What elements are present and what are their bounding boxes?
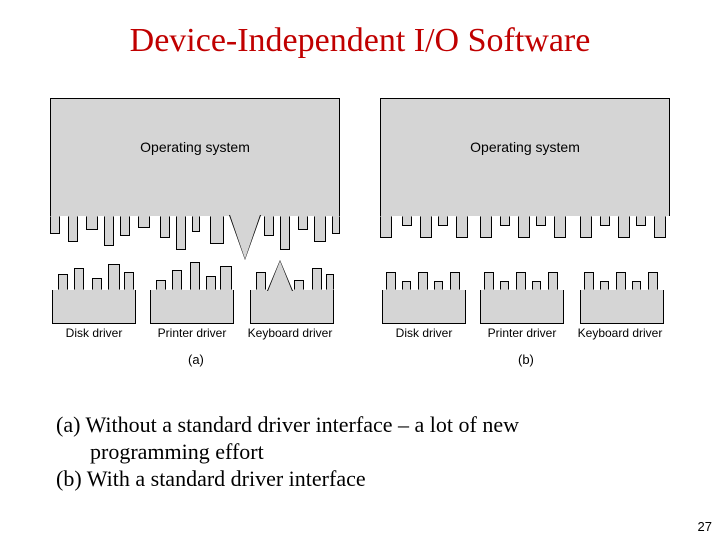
os-block-b: Operating system	[380, 98, 670, 216]
page-number: 27	[698, 519, 712, 534]
os-label-b: Operating system	[381, 139, 669, 155]
driver-label: Disk driver	[46, 326, 142, 340]
panel-tag-a: (a)	[188, 352, 204, 367]
panel-b: Operating system Disk driver Printer dri…	[380, 98, 670, 328]
panel-a: Operating system Disk driver Printer dri…	[50, 98, 340, 328]
driver-label: Keyboard driver	[242, 326, 338, 340]
figure-area: Operating system Disk driver Printer dri…	[50, 98, 670, 358]
slide-title: Device-Independent I/O Software	[0, 0, 720, 60]
panel-tag-b: (b)	[518, 352, 534, 367]
driver-label: Printer driver	[144, 326, 240, 340]
driver-row-a	[50, 268, 340, 324]
driver-label: Printer driver	[474, 326, 570, 340]
driver-label: Disk driver	[376, 326, 472, 340]
os-block-a: Operating system	[50, 98, 340, 216]
os-edge-a	[50, 216, 340, 260]
driver-row-b	[380, 268, 670, 324]
caption-block: (a) Without a standard driver interface …	[56, 412, 660, 492]
os-edge-b	[380, 216, 670, 260]
driver-label: Keyboard driver	[572, 326, 668, 340]
caption-line-a2: programming effort	[56, 439, 660, 466]
caption-line-a1: (a) Without a standard driver interface …	[56, 412, 660, 439]
os-label-a: Operating system	[51, 139, 339, 155]
caption-line-b: (b) With a standard driver interface	[56, 466, 660, 493]
